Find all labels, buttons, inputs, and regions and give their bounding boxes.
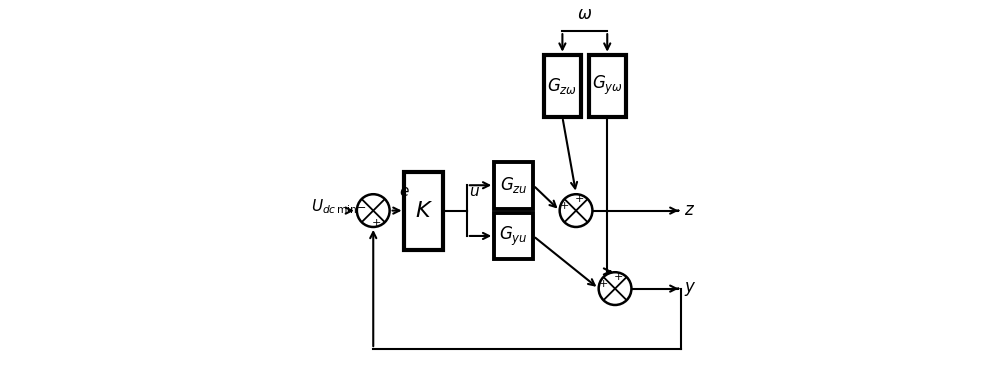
Bar — [544, 55, 581, 117]
Circle shape — [560, 194, 592, 227]
Text: $u$: $u$ — [469, 185, 480, 199]
Text: $e$: $e$ — [399, 185, 410, 199]
Text: $U_{dc\,\min}$: $U_{dc\,\min}$ — [311, 197, 358, 216]
Circle shape — [599, 272, 631, 305]
Text: $+$: $+$ — [371, 217, 382, 229]
Bar — [589, 55, 626, 117]
Text: $-$: $-$ — [356, 201, 366, 211]
Text: $z$: $z$ — [684, 202, 696, 219]
Circle shape — [357, 194, 390, 227]
Bar — [494, 162, 533, 209]
Bar — [404, 172, 443, 250]
Text: $+$: $+$ — [574, 193, 584, 204]
Text: $+$: $+$ — [598, 278, 608, 289]
Text: $y$: $y$ — [684, 280, 697, 298]
Text: $+$: $+$ — [613, 271, 623, 282]
Text: $+$: $+$ — [559, 200, 569, 211]
Bar — [494, 213, 533, 259]
Text: $G_{z\omega}$: $G_{z\omega}$ — [547, 76, 578, 96]
Text: $K$: $K$ — [415, 200, 433, 222]
Text: $\omega$: $\omega$ — [577, 6, 592, 23]
Text: $G_{y\omega}$: $G_{y\omega}$ — [592, 74, 623, 98]
Text: $G_{zu}$: $G_{zu}$ — [500, 175, 528, 195]
Text: $G_{yu}$: $G_{yu}$ — [499, 224, 528, 248]
